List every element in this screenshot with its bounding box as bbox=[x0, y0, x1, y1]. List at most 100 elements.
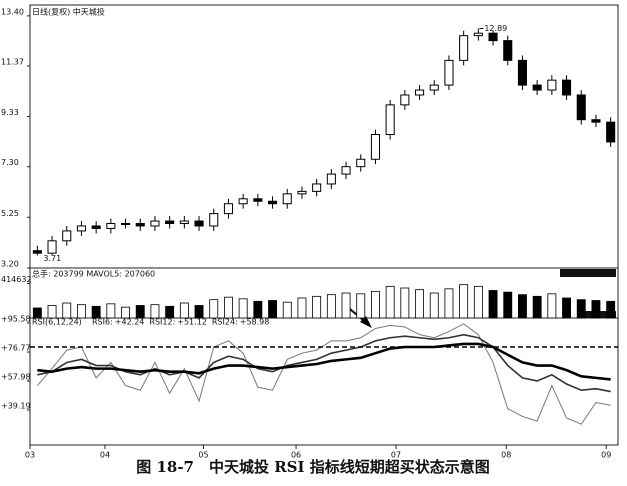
volume-bar bbox=[238, 298, 248, 319]
candle-body bbox=[282, 193, 292, 205]
volume-bar bbox=[224, 296, 233, 319]
volume-bar bbox=[518, 294, 527, 319]
volume-bar bbox=[371, 290, 380, 319]
candle-body bbox=[209, 213, 219, 227]
volume-bar bbox=[547, 293, 557, 319]
candle-body bbox=[370, 134, 380, 160]
candle-body bbox=[341, 166, 351, 175]
volume-bar bbox=[150, 304, 160, 319]
y-tick-label: 13.40 bbox=[1, 7, 24, 16]
volume-bar bbox=[400, 287, 410, 319]
candle-body bbox=[517, 59, 527, 86]
legend-name: RSI12: bbox=[149, 318, 175, 327]
volume-bar bbox=[135, 305, 145, 319]
candle-body bbox=[32, 250, 42, 254]
volume-bar bbox=[253, 300, 263, 319]
candle-body bbox=[356, 158, 366, 168]
candle-body bbox=[473, 32, 483, 37]
candle-body bbox=[429, 84, 439, 91]
candle-body bbox=[576, 94, 586, 121]
candle-body bbox=[106, 223, 116, 229]
candle-body bbox=[91, 225, 101, 229]
y-tick-label: +76.77 bbox=[1, 343, 31, 352]
volume-bar bbox=[32, 307, 42, 319]
candle-body bbox=[488, 32, 498, 42]
legend-value: +51.12 bbox=[177, 318, 207, 327]
candle-body bbox=[150, 220, 160, 227]
legend-value: +42.24 bbox=[115, 318, 145, 327]
volume-bar bbox=[165, 305, 175, 319]
candle-body bbox=[444, 59, 454, 86]
volume-bar bbox=[62, 302, 72, 319]
price-title: 日线(复权) 中天城投 bbox=[32, 7, 105, 17]
y-tick-label: 7.30 bbox=[1, 158, 19, 167]
volume-bar bbox=[91, 305, 101, 319]
volume-bar bbox=[282, 301, 292, 319]
volume-bar bbox=[488, 290, 498, 319]
candle-body bbox=[532, 84, 542, 91]
volume-bar bbox=[77, 304, 86, 319]
volume-bar bbox=[562, 297, 571, 319]
candle-body bbox=[297, 190, 307, 195]
y-tick-label: 9.33 bbox=[1, 108, 19, 117]
y-tick-label: 11.37 bbox=[1, 58, 24, 67]
y-tick-label: 414632 bbox=[1, 275, 32, 284]
candle-body bbox=[415, 89, 425, 96]
x-tick-label: 06 bbox=[291, 451, 301, 460]
frame bbox=[29, 4, 619, 446]
volume-bar bbox=[459, 284, 469, 319]
volume-bar bbox=[532, 295, 542, 319]
volume-bar bbox=[356, 293, 366, 319]
candle-body bbox=[194, 220, 204, 227]
legend-value: +58.98 bbox=[240, 318, 270, 327]
y-tick-label: +95.58 bbox=[1, 314, 31, 323]
volume-bar bbox=[312, 295, 322, 319]
candle-body bbox=[312, 183, 322, 192]
candle-body bbox=[547, 79, 557, 91]
caption: 图 18-7 中天城投 RSI 指标线短期超买状态示意图 bbox=[136, 458, 490, 476]
x-tick-label: 03 bbox=[25, 451, 35, 460]
volume-bar bbox=[341, 292, 351, 319]
candle-body bbox=[459, 35, 469, 61]
candle-body bbox=[385, 104, 395, 136]
y-tick-label: +39.19 bbox=[1, 401, 31, 410]
candle-body bbox=[562, 79, 572, 96]
candle-body bbox=[253, 198, 263, 202]
rsi-title: RSI(6,12,24) bbox=[32, 318, 82, 327]
candle-body bbox=[400, 94, 410, 106]
rsi-line bbox=[37, 333, 611, 393]
y-tick-label: +57.98 bbox=[1, 372, 31, 381]
y-tick-label: 3.20 bbox=[1, 260, 19, 269]
candle-body bbox=[121, 223, 131, 226]
legend-name: RSI6: bbox=[92, 318, 113, 327]
volume-bar bbox=[47, 305, 57, 319]
candle-body bbox=[268, 200, 278, 205]
candle-body bbox=[503, 40, 513, 61]
volume-bar bbox=[385, 285, 395, 319]
volume-bar bbox=[444, 288, 454, 319]
volume-bar bbox=[194, 305, 204, 319]
x-tick-label: 07 bbox=[391, 451, 401, 460]
volume-bar bbox=[106, 303, 116, 319]
candle-body bbox=[591, 119, 601, 123]
volume-bar bbox=[268, 300, 277, 319]
volume-bar bbox=[179, 302, 189, 319]
candle-body bbox=[135, 223, 145, 227]
volume-title: 总手: 203799 MAVOL5: 207060 bbox=[32, 269, 155, 279]
volume-bar bbox=[297, 297, 307, 319]
high-label: 12.89 bbox=[484, 24, 507, 33]
candle-body bbox=[223, 203, 233, 215]
rsi-line bbox=[36, 323, 611, 425]
x-tick-label: 08 bbox=[501, 451, 511, 460]
candle-body bbox=[238, 198, 248, 205]
volume-bar bbox=[591, 300, 601, 319]
x-tick-label: 05 bbox=[198, 451, 208, 460]
candle-body bbox=[165, 220, 175, 225]
legend-name: RSI24: bbox=[212, 318, 238, 327]
candle-body bbox=[606, 121, 616, 143]
x-tick-label: 09 bbox=[601, 451, 611, 460]
low-label: 3.71 bbox=[43, 254, 61, 263]
candle-body bbox=[62, 230, 72, 242]
candle-body bbox=[76, 225, 86, 232]
